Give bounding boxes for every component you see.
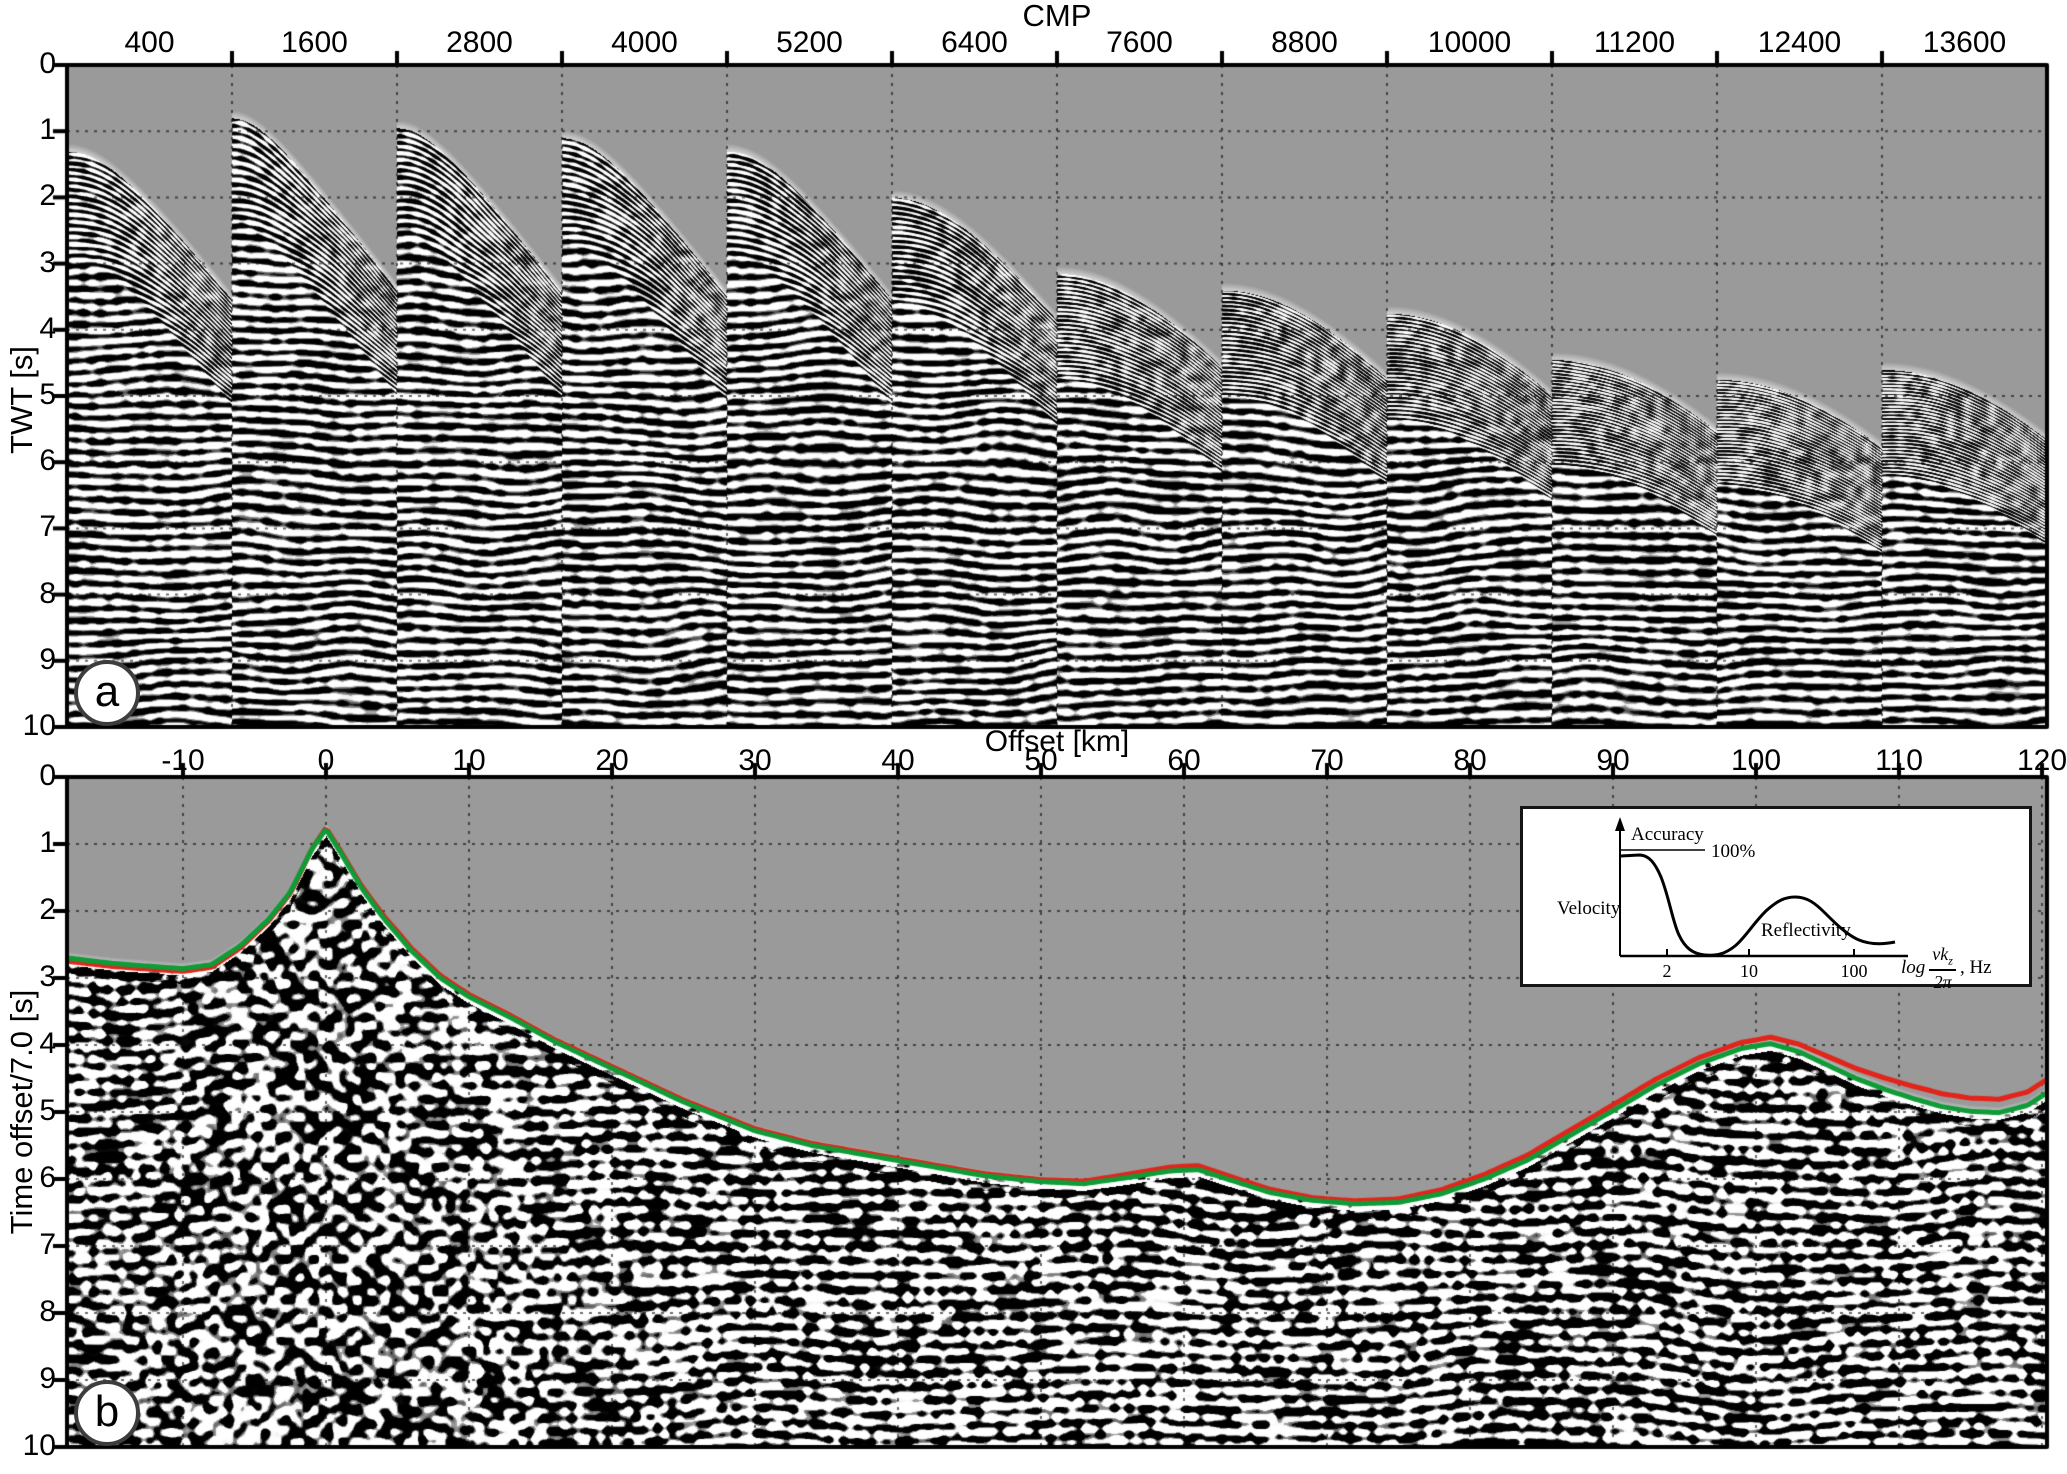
tick-label: 5 bbox=[39, 1094, 56, 1127]
tick-label: 40 bbox=[881, 744, 915, 777]
tick-label: 120 bbox=[2016, 744, 2067, 777]
tick-label: 70 bbox=[1310, 744, 1344, 777]
inset-xtick-2: 2 bbox=[1662, 961, 1672, 981]
tick-label: 400 bbox=[124, 26, 175, 59]
tick-label: 6 bbox=[39, 1161, 56, 1194]
tick-label: 9 bbox=[39, 642, 56, 676]
tick-label: 2800 bbox=[446, 26, 513, 59]
tick-label: 4000 bbox=[611, 26, 678, 59]
tick-label: 2 bbox=[39, 179, 56, 213]
tick-label: 4 bbox=[39, 311, 56, 345]
tick-label: 1 bbox=[39, 113, 56, 147]
inset-log-label: log bbox=[1901, 956, 1926, 978]
inset-axes-and-curve bbox=[1615, 817, 1908, 958]
tick-label: 90 bbox=[1596, 744, 1630, 777]
tick-label: 8800 bbox=[1271, 26, 1338, 59]
panel-b-y-axis-title: Time offset/7.0 [s] bbox=[4, 989, 39, 1235]
tick-label: 80 bbox=[1453, 744, 1487, 777]
tick-label: 9 bbox=[39, 1362, 56, 1395]
panel-a-tag: a bbox=[74, 660, 140, 726]
tick-label: 5 bbox=[39, 378, 56, 411]
up-arrow-icon bbox=[1615, 817, 1625, 831]
tick-label: 3 bbox=[39, 245, 56, 279]
tick-label: 0 bbox=[317, 744, 335, 777]
tick-label: 3 bbox=[39, 960, 56, 993]
panel-a-x-axis-title: CMP bbox=[1022, 0, 1092, 33]
tick-label: 20 bbox=[595, 744, 629, 777]
tick-label: -10 bbox=[161, 744, 205, 777]
tick-label: 100 bbox=[1730, 744, 1782, 777]
panel-b-tag: b bbox=[74, 1380, 140, 1446]
tick-label: 7 bbox=[39, 1228, 56, 1261]
panel-b-x-axis-title: Offset [km] bbox=[984, 725, 1130, 758]
tick-label: 30 bbox=[738, 744, 772, 777]
tick-label: 12400 bbox=[1757, 26, 1842, 59]
inset-xtick-100: 100 bbox=[1840, 961, 1868, 981]
tick-label: 10 bbox=[22, 1429, 56, 1462]
tick-label: 6 bbox=[39, 444, 56, 478]
inset-xtick-10: 10 bbox=[1740, 961, 1758, 981]
tick-label: 1600 bbox=[281, 26, 348, 59]
tick-label: 5200 bbox=[776, 26, 843, 59]
tick-label: 1 bbox=[39, 826, 56, 859]
tick-label: 7600 bbox=[1106, 26, 1173, 59]
accuracy-curve bbox=[1620, 853, 1896, 957]
tick-label: 50 bbox=[1024, 744, 1058, 777]
tick-label: 110 bbox=[1875, 744, 1923, 777]
tick-label: 10 bbox=[452, 744, 486, 777]
inset-accuracy-label: Accuracy bbox=[1631, 824, 1704, 845]
panel-a-y-axis-title: TWT [s] bbox=[4, 346, 39, 454]
tick-label: 6400 bbox=[941, 26, 1008, 59]
resolution-inset: Accuracy 100% Velocity Reflectivity 2 10… bbox=[1520, 806, 2032, 991]
tick-label: 8 bbox=[39, 1295, 56, 1328]
tick-label: 10 bbox=[22, 709, 56, 742]
tick-label: 10000 bbox=[1427, 26, 1512, 59]
inset-velocity-label: Velocity bbox=[1557, 898, 1621, 919]
tick-label: 7 bbox=[39, 510, 56, 544]
tick-label: 0 bbox=[39, 759, 56, 792]
inset-reflectivity-label: Reflectivity bbox=[1761, 920, 1851, 941]
inset-100pct-label: 100% bbox=[1711, 841, 1756, 862]
tick-label: 2 bbox=[39, 893, 56, 926]
tick-label: 13600 bbox=[1922, 26, 2007, 59]
tick-label: 8 bbox=[39, 576, 56, 610]
tick-label: 4 bbox=[39, 1027, 56, 1060]
tick-label: 11200 bbox=[1593, 26, 1676, 59]
inset-fraction: vkz 2π bbox=[1929, 945, 1956, 991]
inset-x-axis-label: log vkz 2π , Hz bbox=[1901, 945, 1992, 991]
inset-unit-label: , Hz bbox=[1959, 956, 1992, 978]
tick-label: 0 bbox=[39, 47, 56, 80]
tick-label: 60 bbox=[1167, 744, 1201, 777]
